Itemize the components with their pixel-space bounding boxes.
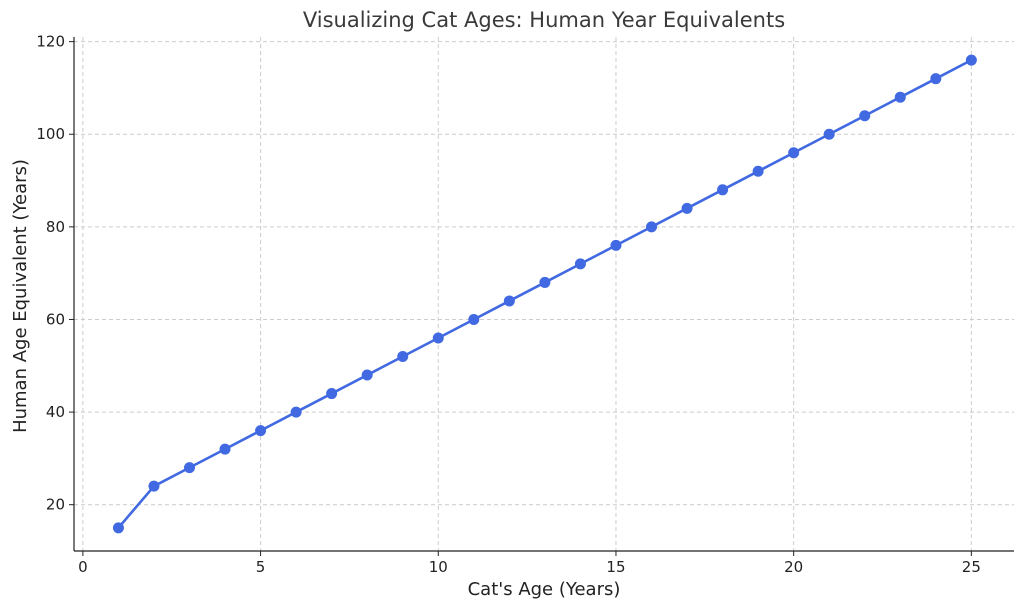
data-point: [290, 406, 302, 418]
data-point: [894, 91, 906, 103]
data-point: [326, 388, 338, 400]
y-tick-label: 120: [36, 33, 65, 51]
axes: 0 5 10 15 20 25 20 40 60 80 100 120: [36, 33, 1014, 576]
data-point: [859, 110, 871, 122]
series: [112, 54, 977, 534]
y-tick-label: 100: [36, 125, 65, 143]
x-tick-label: 10: [429, 558, 448, 576]
data-point: [397, 351, 409, 363]
data-point: [610, 239, 622, 251]
data-point: [574, 258, 586, 270]
data-point: [717, 184, 729, 196]
data-point: [255, 425, 267, 437]
data-point: [965, 54, 977, 66]
x-tick-label: 20: [784, 558, 803, 576]
data-point: [219, 443, 231, 455]
data-point: [930, 73, 942, 85]
data-point: [681, 202, 693, 214]
x-tick-label: 25: [962, 558, 981, 576]
y-axis-label: Human Age Equivalent (Years): [10, 159, 31, 433]
x-tick-label: 15: [606, 558, 625, 576]
y-tick-label: 20: [46, 496, 65, 514]
data-point: [752, 165, 764, 177]
data-point: [148, 480, 160, 492]
data-point: [503, 295, 515, 307]
data-point: [184, 462, 196, 474]
data-point: [361, 369, 373, 381]
data-point: [823, 128, 835, 140]
x-tick-label: 0: [78, 558, 88, 576]
data-point: [788, 147, 800, 159]
y-tick-label: 60: [46, 310, 65, 328]
y-tick-label: 40: [46, 403, 65, 421]
data-point: [468, 313, 480, 325]
x-tick-label: 5: [256, 558, 266, 576]
chart-title: Visualizing Cat Ages: Human Year Equival…: [303, 8, 785, 32]
grid: [74, 37, 1014, 551]
x-axis-label: Cat's Age (Years): [468, 579, 621, 600]
data-point: [646, 221, 658, 233]
series-line-0: [117, 58, 973, 530]
y-tick-label: 80: [46, 218, 65, 236]
data-point: [112, 522, 124, 534]
data-point: [432, 332, 444, 344]
data-point: [539, 276, 551, 288]
